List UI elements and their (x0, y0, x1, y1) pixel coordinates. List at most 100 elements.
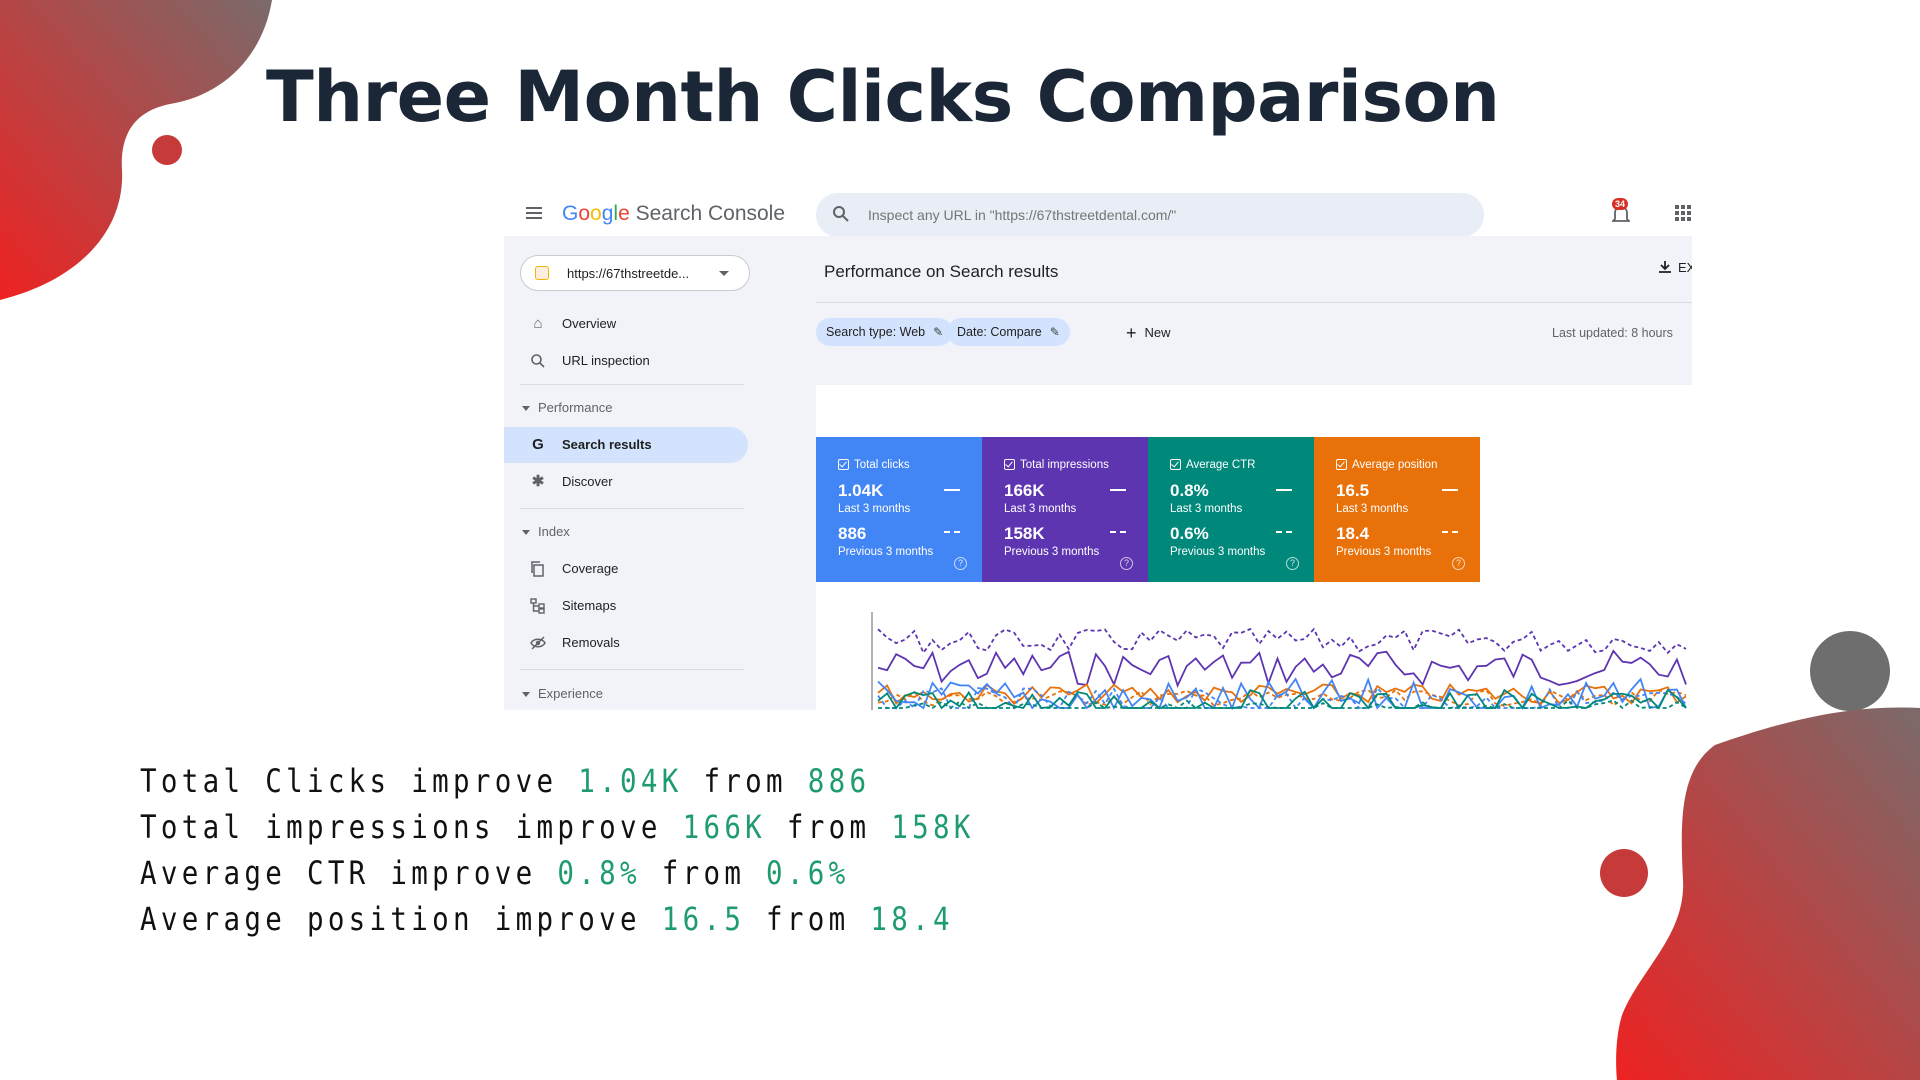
summary-line-impressions: Total impressions improve 166K from 158K (140, 808, 975, 846)
export-button[interactable]: EX (1658, 260, 1692, 275)
menu-icon[interactable] (526, 207, 542, 219)
download-icon (1659, 261, 1671, 273)
help-circle-icon[interactable]: ? (1452, 557, 1465, 570)
bottom-right-blob (1616, 707, 1920, 1080)
sidebar-item-url-inspection[interactable]: URL inspection (504, 343, 748, 379)
metric-current-value: 16.5 (1336, 481, 1370, 500)
checkbox-checked-icon (1336, 459, 1347, 470)
eye-off-icon (530, 636, 546, 650)
sidebar-divider (520, 669, 744, 670)
url-inspection-search[interactable] (816, 193, 1484, 237)
search-input[interactable] (868, 205, 1428, 225)
metric-previous-value: 886 (838, 524, 867, 543)
sidebar-item-label: Removals (562, 635, 620, 650)
collapse-caret-icon (522, 406, 530, 412)
metric-current-value: 0.8% (1170, 481, 1209, 500)
property-selector[interactable]: https://67thstreetde... (520, 255, 750, 291)
chevron-down-icon (719, 271, 729, 276)
solid-line-legend-icon (1442, 489, 1458, 491)
search-icon (531, 354, 545, 368)
search-icon (833, 206, 849, 222)
summary-list: Total Clicks improve 1.04K from 886 Tota… (140, 758, 1111, 942)
metric-previous-value: 158K (1004, 524, 1045, 543)
help-circle-icon[interactable]: ? (1120, 557, 1133, 570)
sidebar-item-label: Overview (562, 316, 617, 331)
dashed-line-legend-icon (1110, 531, 1126, 533)
sidebar-section-index[interactable]: Index (522, 524, 570, 539)
position-previous-line (877, 688, 1687, 707)
sidebar-divider (520, 384, 744, 385)
metric-card-total-impressions[interactable]: Total impressions 166K Last 3 months 158… (982, 437, 1148, 582)
top-left-dot (152, 135, 182, 165)
header-divider (816, 302, 1692, 303)
sidebar-item-label: Search results (562, 437, 652, 452)
checkbox-checked-icon (1004, 459, 1015, 470)
sidebar-section-experience[interactable]: Experience (522, 686, 603, 701)
metric-current-label: Last 3 months (1170, 503, 1243, 515)
metric-current-label: Last 3 months (1004, 503, 1077, 515)
solid-line-legend-icon (1110, 489, 1126, 491)
filter-chip-date[interactable]: Date: Compare ✎ (947, 318, 1070, 346)
impressions-previous-line (877, 627, 1687, 655)
search-console-screenshot: Google Search Console ? 34 https://67ths… (504, 192, 1692, 710)
collapse-caret-icon (522, 692, 530, 698)
help-circle-icon[interactable]: ? (1286, 557, 1299, 570)
metric-current-label: Last 3 months (1336, 503, 1409, 515)
metric-previous-label: Previous 3 months (1336, 546, 1432, 558)
sitemap-icon (530, 598, 545, 614)
home-icon: ⌂ (533, 315, 543, 332)
summary-line-clicks: Total Clicks improve 1.04K from 886 (140, 762, 871, 800)
page-title: Performance on Search results (824, 262, 1059, 281)
sidebar-item-label: Coverage (562, 561, 619, 576)
checkbox-checked-icon (838, 459, 849, 470)
sidebar-item-discover[interactable]: ✱ Discover (504, 464, 748, 500)
edit-pencil-icon: ✎ (933, 325, 944, 339)
dashed-line-legend-icon (944, 531, 960, 533)
sidebar-item-search-results[interactable]: G Search results (504, 427, 748, 463)
google-g-icon: G (532, 436, 544, 453)
collapse-caret-icon (522, 530, 530, 536)
sidebar-item-sitemaps[interactable]: Sitemaps (504, 588, 748, 624)
impressions-current-line (877, 649, 1687, 688)
right-red-dot (1600, 849, 1648, 897)
sidebar-item-label: URL inspection (562, 353, 650, 368)
notification-badge: 34 (1612, 198, 1629, 210)
metric-card-average-ctr[interactable]: Average CTR 0.8% Last 3 months 0.6% Prev… (1148, 437, 1314, 582)
asterisk-icon: ✱ (531, 473, 545, 490)
ctr-previous-line (878, 699, 1687, 710)
metric-current-value: 1.04K (838, 481, 884, 500)
sidebar-item-overview[interactable]: ⌂ Overview (504, 306, 748, 342)
help-circle-icon[interactable]: ? (954, 557, 967, 570)
metric-card-average-position[interactable]: Average position 16.5 Last 3 months 18.4… (1314, 437, 1480, 582)
metric-card-total-clicks[interactable]: Total clicks 1.04K Last 3 months 886 Pre… (816, 437, 982, 582)
sidebar-item-label: Discover (562, 474, 613, 489)
sidebar-item-label: Sitemaps (562, 598, 617, 613)
property-favicon-icon (535, 266, 549, 280)
metric-previous-label: Previous 3 months (1004, 546, 1100, 558)
sidebar-section-performance[interactable]: Performance (522, 400, 612, 415)
summary-line-position: Average position improve 16.5 from 18.4 (140, 900, 954, 938)
top-left-blob (0, 0, 272, 300)
filter-chip-search-type[interactable]: Search type: Web ✎ (816, 318, 954, 346)
last-updated-text: Last updated: 8 hours (1552, 326, 1673, 340)
metric-previous-value: 18.4 (1336, 524, 1370, 543)
search-console-logo[interactable]: Google Search Console (562, 202, 786, 225)
sidebar-item-removals[interactable]: Removals (504, 625, 748, 661)
sidebar-item-coverage[interactable]: Coverage (504, 551, 748, 587)
sidebar-divider (520, 508, 744, 509)
solid-line-legend-icon (1276, 489, 1292, 491)
new-filter-button[interactable]: + New (1126, 323, 1171, 343)
slide-title: Three Month Clicks Comparison (266, 56, 1500, 138)
apps-grid-icon[interactable] (1674, 204, 1692, 222)
metric-current-label: Last 3 months (838, 503, 911, 515)
clicks-previous-line (877, 686, 1687, 710)
sidebar: https://67thstreetde... ⌂ Overview URL i… (504, 236, 816, 710)
plus-icon: + (1126, 323, 1137, 343)
performance-trend-chart (871, 612, 1687, 710)
metric-current-value: 166K (1004, 481, 1045, 500)
dashed-line-legend-icon (1442, 531, 1458, 533)
top-bar: Google Search Console ? 34 (504, 192, 1692, 237)
metric-previous-label: Previous 3 months (1170, 546, 1266, 558)
coverage-pages-icon (531, 561, 544, 577)
